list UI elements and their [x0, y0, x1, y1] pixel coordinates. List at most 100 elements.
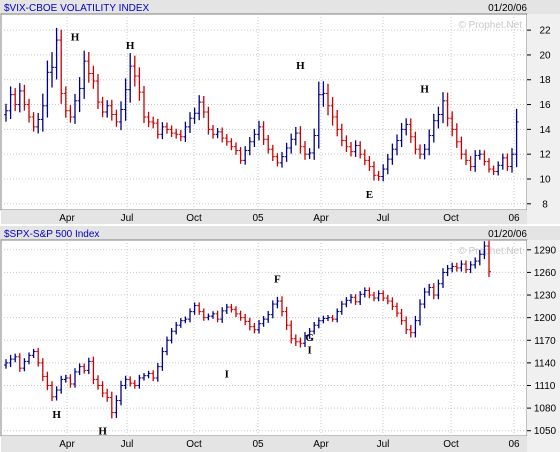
vix-y-tick-label: 8: [542, 199, 548, 210]
spx-ohlc-bar: [100, 381, 105, 398]
vix-x-tick-label: Jul: [121, 213, 134, 224]
vix-ohlc-bar: [441, 92, 445, 124]
spx-ohlc-bar: [376, 290, 381, 302]
vix-ohlc-bar: [385, 153, 390, 175]
vix-ohlc-bar: [252, 129, 257, 147]
vix-ohlc-bar: [413, 131, 418, 155]
spx-ohlc-bar: [270, 300, 275, 319]
spx-ohlc-bar: [418, 299, 422, 326]
spx-ohlc-bar: [165, 336, 169, 356]
vix-y-tick-labels: 8 10 12 14 16 18 20 22: [527, 26, 551, 210]
spx-y-tick-label: 1110: [535, 381, 556, 392]
spx-ohlc-bar: [224, 303, 229, 315]
spx-header-bar: [0, 226, 560, 240]
vix-y-tick-label: 20: [539, 50, 551, 61]
spx-ohlc-bar: [436, 279, 441, 300]
vix-ohlc-bar: [358, 141, 363, 159]
vix-ohlc-bar: [27, 98, 31, 123]
spx-ohlc-bar: [312, 322, 317, 335]
vix-ohlc-bar: [142, 86, 146, 124]
vix-ohlc-bar: [436, 106, 441, 129]
spx-ohlc-bar: [339, 300, 344, 315]
spx-ohlc-bar: [59, 375, 64, 394]
vix-panel: $VIX-CBOE VOLATILITY INDEX 01/20/06 © Pr…: [0, 0, 560, 224]
spx-ohlc-bar: [63, 374, 68, 383]
vix-ohlc-bar: [514, 108, 519, 168]
vix-ohlc-bar: [326, 83, 330, 116]
vix-ohlc-bar: [114, 109, 119, 127]
spx-title: $SPX-S&P 500 Index: [4, 229, 99, 240]
spx-ohlc-bar: [395, 302, 399, 317]
spx-ohlc-bar: [31, 348, 36, 358]
vix-ohlc-bar: [473, 150, 478, 172]
vix-x-tick-label: Jul: [377, 213, 390, 224]
vix-ohlc-bar: [275, 153, 280, 167]
vix-ohlc-bar: [399, 122, 404, 148]
spx-y-tick-label: 1260: [534, 268, 557, 279]
vix-ohlc-bar: [151, 116, 156, 129]
spx-ohlc-bar: [128, 376, 133, 387]
vix-ohlc-bar: [192, 107, 197, 124]
spx-ohlc-bar: [151, 370, 156, 382]
vix-ohlc-bar: [404, 118, 409, 136]
vix-ohlc-bar: [390, 143, 395, 165]
vix-ohlc-bar: [119, 101, 123, 131]
vix-ohlc-bar: [40, 93, 45, 132]
spx-x-tick-label: Oct: [443, 439, 459, 450]
spx-ohlc-bar: [316, 317, 321, 329]
spx-ohlc-bar: [68, 374, 73, 388]
spx-y-tick-label: 1170: [534, 336, 556, 347]
spx-ohlc-bar: [247, 317, 252, 331]
spx-ohlc-bar: [91, 356, 96, 385]
vix-ohlc-bar: [36, 112, 41, 134]
spx-ohlc-bar: [344, 297, 349, 308]
spx-annotation-h: H: [52, 409, 61, 421]
spx-ohlc-bar: [385, 294, 390, 305]
vix-ohlc-bar: [155, 118, 160, 139]
vix-ohlc-bar: [105, 100, 110, 118]
vix-ohlc-bar: [183, 121, 188, 143]
spx-y-tick-label: 1050: [534, 426, 557, 437]
vix-ohlc-bar: [220, 127, 225, 143]
spx-annotation-f: F: [274, 273, 281, 285]
vix-ohlc-bar: [91, 65, 96, 89]
vix-ohlc-bar: [96, 74, 100, 110]
vix-ohlc-bar: [100, 96, 105, 118]
spx-ohlc-bar: [13, 353, 18, 363]
vix-ohlc-bar: [178, 129, 183, 142]
spx-ohlc-bar: [349, 294, 353, 304]
spx-ohlc-bar: [146, 370, 151, 379]
spx-ohlc-bar: [4, 359, 8, 369]
spx-annotation-i: I: [225, 368, 229, 380]
spx-x-tick-label: Oct: [186, 439, 202, 450]
vix-ohlc-bar: [238, 146, 243, 164]
spx-ohlc-bar: [321, 315, 326, 324]
spx-ohlc-bar: [132, 380, 137, 389]
spx-ohlc-bar: [96, 375, 100, 390]
vix-ohlc-bar: [505, 153, 510, 171]
vix-ohlc-bar: [63, 86, 68, 118]
spx-x-tick-label: Apr: [59, 439, 75, 450]
spx-x-tick-label: Jul: [377, 439, 390, 450]
spx-ohlc-bar: [307, 328, 312, 339]
vix-price-bars: [4, 27, 519, 182]
spx-panel: $SPX-S&P 500 Index 01/20/06 © Prophet.Ne…: [0, 226, 560, 452]
spx-ohlc-bar: [422, 287, 427, 309]
spx-ohlc-bar: [123, 375, 128, 390]
spx-ohlc-bar: [109, 391, 114, 419]
spx-ohlc-bar: [477, 250, 482, 266]
spx-ohlc-bar: [358, 291, 363, 305]
vix-ohlc-bar: [422, 144, 427, 160]
spx-ohlc-bar: [178, 318, 183, 328]
vix-x-tick-label: Oct: [186, 213, 202, 224]
vix-ohlc-bar: [73, 93, 77, 124]
spx-ohlc-bar: [330, 315, 335, 322]
vix-right-strip: [527, 14, 560, 224]
vix-ohlc-bar: [445, 92, 450, 127]
spx-ohlc-bar: [174, 322, 179, 335]
vix-ohlc-bar: [128, 53, 133, 103]
spx-ohlc-bar: [408, 324, 413, 338]
spx-y-tick-labels: 1050 1080 1110 1140 1170 1200 1230 1260 1290: [527, 245, 557, 437]
